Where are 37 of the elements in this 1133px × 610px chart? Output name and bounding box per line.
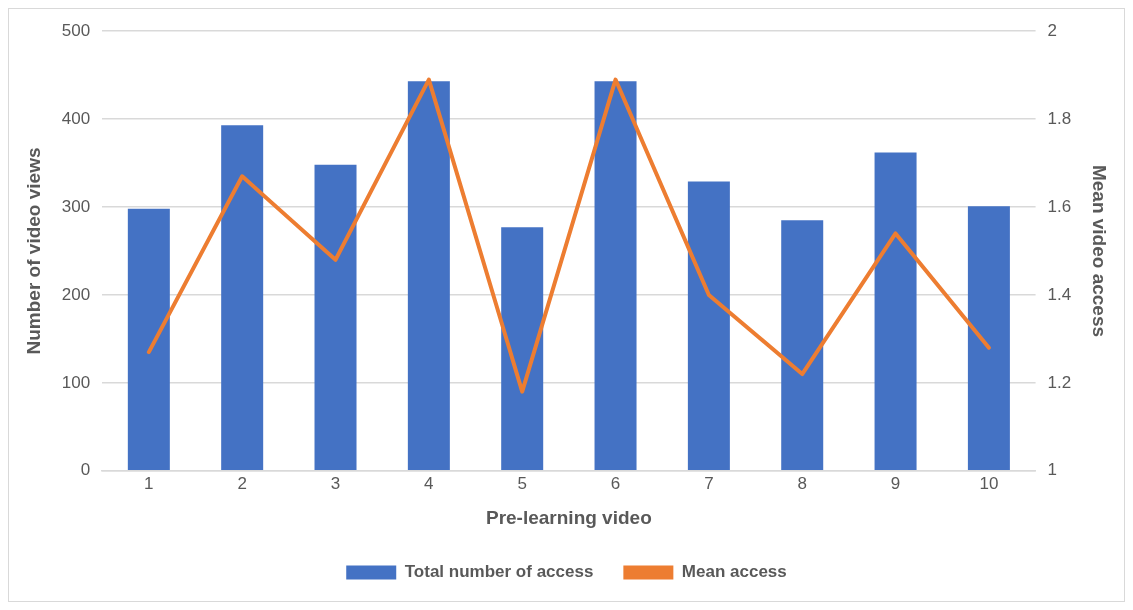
- bar: [314, 164, 357, 471]
- y2-tick-label: 2: [1047, 20, 1058, 40]
- bar: [594, 81, 637, 471]
- y2-tick-label: 1: [1047, 460, 1058, 480]
- x-tick-label: 8: [797, 473, 807, 493]
- y2-tick-label: 1.4: [1047, 284, 1072, 304]
- bar: [874, 152, 917, 471]
- x-tick-label: 9: [890, 473, 901, 493]
- x-tick-label: 2: [237, 473, 247, 493]
- bar: [781, 220, 824, 471]
- bar: [221, 125, 264, 471]
- y2-tick-label: 1.8: [1047, 108, 1072, 128]
- y-tick-label: 100: [61, 372, 91, 392]
- bar: [407, 81, 450, 471]
- x-tick-label: 1: [144, 473, 154, 493]
- x-tick-label: 5: [517, 473, 527, 493]
- bar: [687, 181, 730, 471]
- y-axis-title: Number of video views: [22, 147, 44, 355]
- x-tick-label: 7: [704, 473, 714, 493]
- x-tick-label: 10: [979, 473, 999, 493]
- legend-label: Mean access: [681, 562, 787, 582]
- legend-label: Total number of access: [404, 562, 594, 582]
- x-tick-label: 3: [330, 473, 341, 493]
- bar: [127, 208, 170, 471]
- y-tick-label: 400: [61, 108, 91, 128]
- y-tick-label: 200: [61, 284, 91, 304]
- y2-tick-label: 1.6: [1047, 196, 1072, 216]
- x-axis-title: Pre-learning video: [485, 506, 652, 528]
- x-tick-label: 6: [610, 473, 621, 493]
- x-tick-label: 4: [424, 473, 434, 493]
- y2-tick-label: 1.2: [1047, 372, 1072, 392]
- y-tick-label: 300: [61, 196, 91, 216]
- y2-axis-title: Mean video access: [1089, 164, 1111, 338]
- bar: [967, 206, 1010, 471]
- y-tick-label: 0: [80, 460, 91, 480]
- y-tick-label: 500: [61, 20, 91, 40]
- bar: [501, 227, 544, 471]
